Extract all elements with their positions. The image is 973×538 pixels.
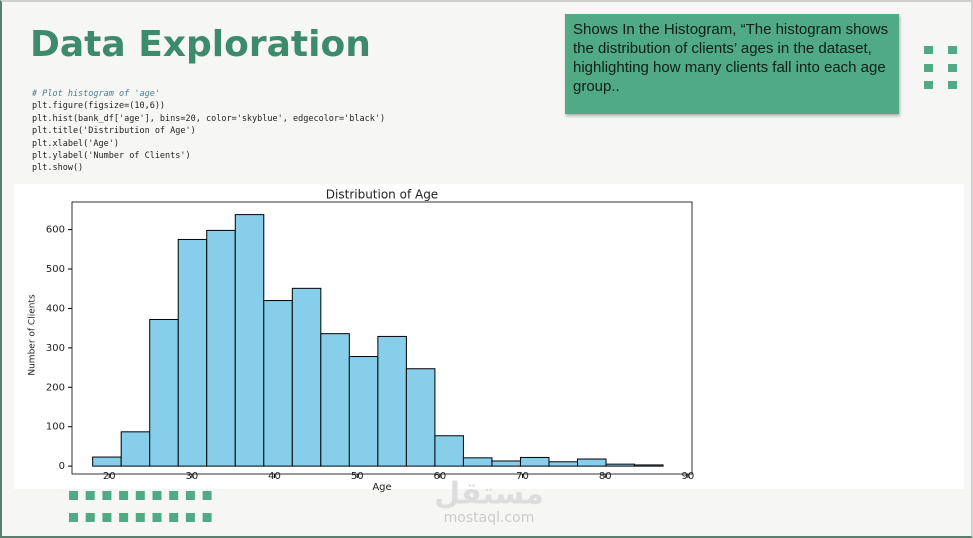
y-tick-label: 600 bbox=[46, 225, 65, 236]
x-tick-label: 90 bbox=[681, 471, 694, 482]
dot bbox=[85, 513, 95, 522]
dot bbox=[924, 46, 933, 54]
bar bbox=[548, 461, 579, 467]
code-line: plt.figure(figsize=(10,6)) bbox=[32, 101, 166, 112]
bar bbox=[206, 229, 236, 467]
watermark: mostaql.com bbox=[444, 510, 535, 526]
bar bbox=[519, 456, 550, 467]
bar bbox=[605, 463, 636, 467]
dot bbox=[202, 513, 212, 522]
bar bbox=[177, 238, 208, 467]
dot bbox=[69, 491, 78, 500]
y-tick-label: 0 bbox=[59, 461, 65, 472]
watermark: مستقل bbox=[434, 477, 544, 512]
code-line: # Plot histogram of 'age' bbox=[32, 89, 160, 99]
dot bbox=[185, 513, 195, 522]
code-block: # Plot histogram of 'age' plt.figure(figs… bbox=[32, 88, 385, 175]
dot bbox=[102, 491, 112, 500]
code-line: plt.xlabel('Age') bbox=[32, 138, 119, 149]
x-tick-label: 50 bbox=[351, 471, 364, 482]
dot bbox=[102, 513, 112, 522]
dot bbox=[948, 46, 957, 54]
bar bbox=[92, 456, 122, 467]
dot bbox=[152, 491, 162, 500]
dot bbox=[119, 491, 129, 500]
bar bbox=[263, 300, 293, 467]
bar bbox=[434, 435, 464, 467]
dot bbox=[85, 491, 95, 500]
dot bbox=[169, 491, 179, 500]
bar bbox=[320, 333, 350, 467]
dot bbox=[119, 513, 129, 522]
bar bbox=[462, 457, 493, 467]
y-axis-label: Number of Clients bbox=[28, 294, 38, 376]
code-line: plt.show() bbox=[32, 163, 84, 174]
bar bbox=[634, 464, 664, 467]
bar bbox=[348, 356, 379, 467]
bar bbox=[234, 214, 265, 467]
x-axis-label: Age bbox=[372, 482, 391, 493]
x-tick-label: 70 bbox=[516, 471, 529, 482]
decor-dots bbox=[924, 46, 957, 89]
dot bbox=[948, 81, 957, 89]
y-tick-label: 300 bbox=[46, 343, 65, 354]
plot-frame bbox=[71, 201, 693, 475]
x-tick-label: 30 bbox=[185, 471, 198, 482]
dot bbox=[948, 64, 957, 72]
bar bbox=[577, 458, 607, 467]
note-box: Shows In the Histogram, “The histogram s… bbox=[565, 14, 899, 114]
dot bbox=[69, 513, 78, 522]
bar bbox=[291, 287, 322, 467]
bar bbox=[149, 318, 179, 467]
dot bbox=[135, 513, 145, 522]
bar bbox=[405, 368, 436, 467]
slide-title: Data Exploration bbox=[30, 24, 371, 65]
x-tick-label: 40 bbox=[268, 471, 281, 482]
bar bbox=[377, 335, 407, 467]
dot bbox=[924, 64, 933, 72]
y-tick-label: 100 bbox=[46, 422, 65, 433]
dot bbox=[169, 513, 179, 522]
code-line: plt.ylabel('Number of Clients') bbox=[32, 151, 191, 162]
dot bbox=[924, 81, 933, 89]
code-line: plt.hist(bank_df['age'], bins=20, color=… bbox=[32, 113, 386, 124]
bar bbox=[491, 460, 521, 467]
dot bbox=[185, 491, 195, 500]
x-tick-label: 80 bbox=[599, 471, 612, 482]
x-tick-label: 60 bbox=[433, 471, 446, 482]
y-tick-label: 500 bbox=[46, 264, 65, 275]
code-line: plt.title('Distribution of Age') bbox=[32, 126, 196, 137]
dot bbox=[202, 491, 212, 500]
decor-dots bbox=[69, 491, 212, 522]
bar bbox=[120, 431, 151, 467]
chart-title: Distribution of Age bbox=[326, 188, 438, 202]
dot bbox=[135, 491, 145, 500]
y-tick-label: 400 bbox=[46, 303, 65, 314]
y-tick-label: 200 bbox=[46, 382, 65, 393]
dot bbox=[152, 513, 162, 522]
x-tick-label: 20 bbox=[103, 471, 116, 482]
